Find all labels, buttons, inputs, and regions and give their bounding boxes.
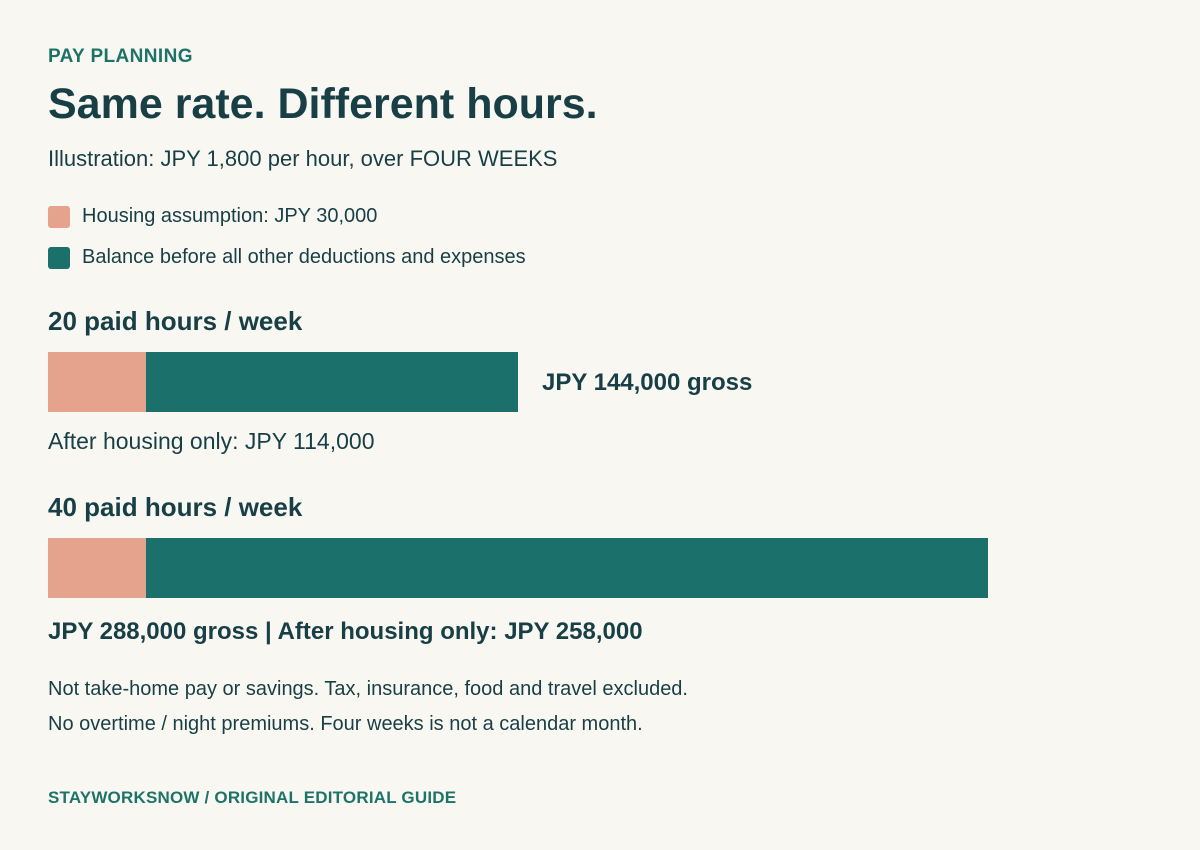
legend-swatch-housing	[48, 205, 70, 228]
gross-label-20-hours: JPY 144,000 gross	[542, 369, 753, 396]
bar-segment-balance-20-hours	[145, 352, 518, 412]
bar-segment-housing-20-hours	[48, 352, 146, 412]
bar-20-hours	[48, 352, 518, 412]
bar-40-hours	[48, 538, 988, 598]
page-subtitle: Illustration: JPY 1,800 per hour, over F…	[48, 146, 558, 171]
group-title-40-hours: 40 paid hours / week	[48, 492, 303, 522]
legend-label-balance: Balance before all other deductions and …	[82, 246, 526, 268]
eyebrow-label: PAY PLANNING	[48, 46, 193, 67]
summary-label-40-hours: JPY 288,000 gross | After housing only: …	[48, 618, 643, 645]
footer-credit: STAYWORKSNOW / ORIGINAL EDITORIAL GUIDE	[48, 788, 457, 807]
group-title-20-hours: 20 paid hours / week	[48, 306, 303, 336]
note-line-1: Not take-home pay or savings. Tax, insur…	[48, 678, 688, 700]
bar-segment-balance-40-hours	[145, 538, 988, 598]
legend-item-balance: Balance before all other deductions and …	[48, 246, 526, 269]
legend-swatch-balance	[48, 246, 70, 269]
page-title: Same rate. Different hours.	[48, 80, 598, 128]
bar-segment-housing-40-hours	[48, 538, 146, 598]
legend-label-housing: Housing assumption: JPY 30,000	[82, 205, 378, 227]
after-housing-label-20-hours: After housing only: JPY 114,000	[48, 428, 375, 454]
legend-item-housing: Housing assumption: JPY 30,000	[48, 205, 377, 228]
note-line-2: No overtime / night premiums. Four weeks…	[48, 713, 643, 735]
